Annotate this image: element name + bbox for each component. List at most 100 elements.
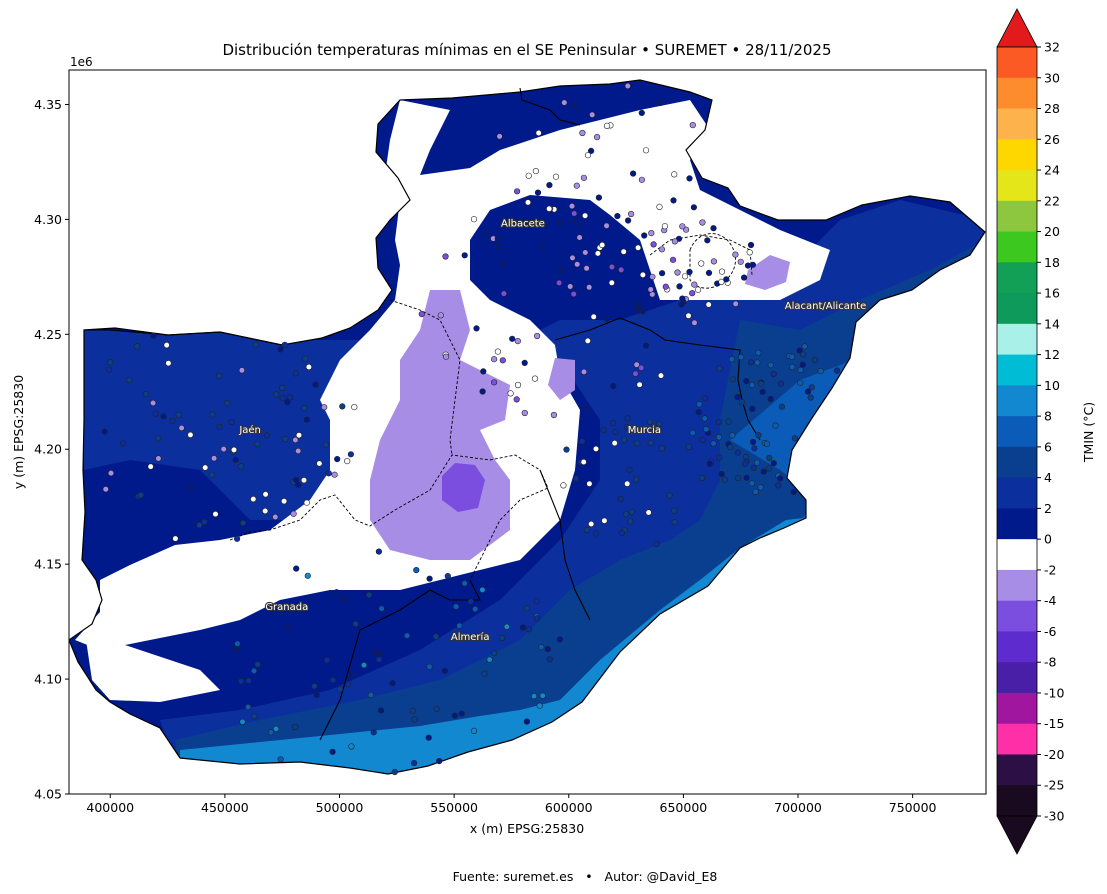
station-marker bbox=[470, 727, 478, 735]
city-label: Murcia bbox=[628, 425, 661, 436]
colorbar-segment bbox=[997, 200, 1037, 233]
station-marker bbox=[718, 470, 725, 478]
station-marker bbox=[797, 366, 804, 374]
station-marker bbox=[584, 152, 592, 159]
station-marker bbox=[102, 486, 109, 493]
station-marker bbox=[503, 623, 510, 630]
station-marker bbox=[376, 648, 383, 656]
station-marker bbox=[612, 428, 619, 435]
footer-credit: Fuente: suremet.es • Autor: @David_E8 bbox=[453, 869, 718, 884]
station-marker bbox=[778, 403, 786, 410]
station-marker bbox=[676, 283, 683, 290]
station-marker bbox=[293, 565, 300, 572]
station-marker bbox=[599, 241, 606, 249]
station-marker bbox=[458, 710, 465, 717]
station-marker bbox=[572, 475, 580, 482]
station-marker bbox=[491, 379, 498, 386]
station-marker bbox=[272, 513, 279, 521]
colorbar-tick-label: 6 bbox=[1044, 439, 1052, 454]
station-marker bbox=[563, 446, 570, 453]
station-marker bbox=[686, 268, 693, 276]
station-marker bbox=[767, 362, 774, 369]
station-marker bbox=[467, 598, 474, 605]
station-marker bbox=[376, 656, 383, 663]
station-marker bbox=[624, 424, 631, 431]
x-tick-label: 700000 bbox=[774, 800, 822, 815]
station-marker bbox=[519, 624, 527, 631]
station-marker bbox=[461, 252, 468, 259]
station-marker bbox=[759, 388, 766, 395]
station-marker bbox=[367, 691, 375, 699]
station-marker bbox=[797, 379, 804, 386]
station-marker bbox=[586, 480, 593, 487]
station-marker bbox=[734, 475, 742, 482]
station-marker bbox=[295, 432, 303, 439]
field-frost-patch-c bbox=[548, 358, 575, 400]
station-marker bbox=[329, 748, 336, 755]
station-marker bbox=[437, 312, 444, 319]
station-marker bbox=[250, 667, 258, 675]
colorbar-tick-label: 24 bbox=[1044, 163, 1060, 178]
station-marker bbox=[671, 171, 678, 178]
station-marker bbox=[646, 418, 654, 425]
station-marker bbox=[336, 686, 344, 693]
colorbar-tick-label: 22 bbox=[1044, 193, 1060, 208]
station-marker bbox=[610, 383, 617, 390]
station-marker bbox=[279, 384, 286, 392]
station-marker bbox=[316, 460, 323, 467]
station-marker bbox=[521, 409, 528, 417]
station-marker bbox=[657, 99, 664, 106]
station-marker bbox=[263, 432, 271, 439]
station-marker bbox=[509, 335, 516, 342]
station-marker bbox=[703, 426, 710, 433]
station-marker bbox=[760, 468, 767, 475]
colorbar-segment bbox=[997, 47, 1037, 79]
station-marker bbox=[747, 241, 755, 249]
station-marker bbox=[546, 182, 553, 189]
station-marker bbox=[187, 483, 194, 491]
colorbar-tick-label: 8 bbox=[1044, 409, 1052, 424]
station-marker bbox=[645, 509, 652, 516]
station-marker bbox=[155, 435, 162, 442]
station-marker bbox=[642, 147, 650, 154]
station-marker bbox=[444, 572, 451, 580]
station-marker bbox=[658, 270, 666, 277]
station-marker bbox=[729, 432, 736, 439]
colorbar-tick-label: 28 bbox=[1044, 101, 1060, 116]
station-marker bbox=[765, 465, 773, 472]
station-marker bbox=[789, 363, 796, 371]
station-marker bbox=[284, 399, 291, 406]
station-marker bbox=[749, 438, 757, 446]
station-marker bbox=[234, 535, 241, 542]
y-axis-label: y (m) EPSG:25830 bbox=[11, 375, 26, 489]
station-marker bbox=[409, 707, 416, 714]
station-marker bbox=[411, 716, 418, 723]
station-marker bbox=[345, 681, 352, 688]
station-marker bbox=[234, 640, 241, 647]
station-marker bbox=[523, 718, 531, 725]
station-marker bbox=[201, 518, 208, 526]
station-marker bbox=[808, 384, 815, 391]
colorbar-tick-label: 20 bbox=[1044, 224, 1060, 239]
colorbar-tick-label: -2 bbox=[1044, 562, 1056, 577]
station-marker bbox=[411, 759, 418, 767]
station-marker bbox=[433, 705, 440, 713]
station-marker bbox=[748, 381, 756, 389]
station-marker bbox=[704, 237, 711, 244]
colorbar-tick-label: 30 bbox=[1044, 70, 1060, 85]
x-tick-label: 550000 bbox=[430, 800, 478, 815]
station-marker bbox=[536, 702, 543, 709]
station-marker bbox=[741, 460, 749, 467]
station-marker bbox=[750, 464, 757, 472]
station-marker bbox=[523, 605, 530, 612]
station-marker bbox=[456, 622, 463, 629]
station-marker bbox=[378, 605, 385, 612]
field-zero-band-sw bbox=[86, 640, 220, 702]
field-hard-frost bbox=[442, 463, 485, 512]
station-marker bbox=[603, 222, 610, 229]
station-marker bbox=[301, 405, 308, 412]
station-marker bbox=[656, 203, 663, 210]
station-marker bbox=[304, 572, 311, 579]
station-marker bbox=[352, 620, 359, 628]
